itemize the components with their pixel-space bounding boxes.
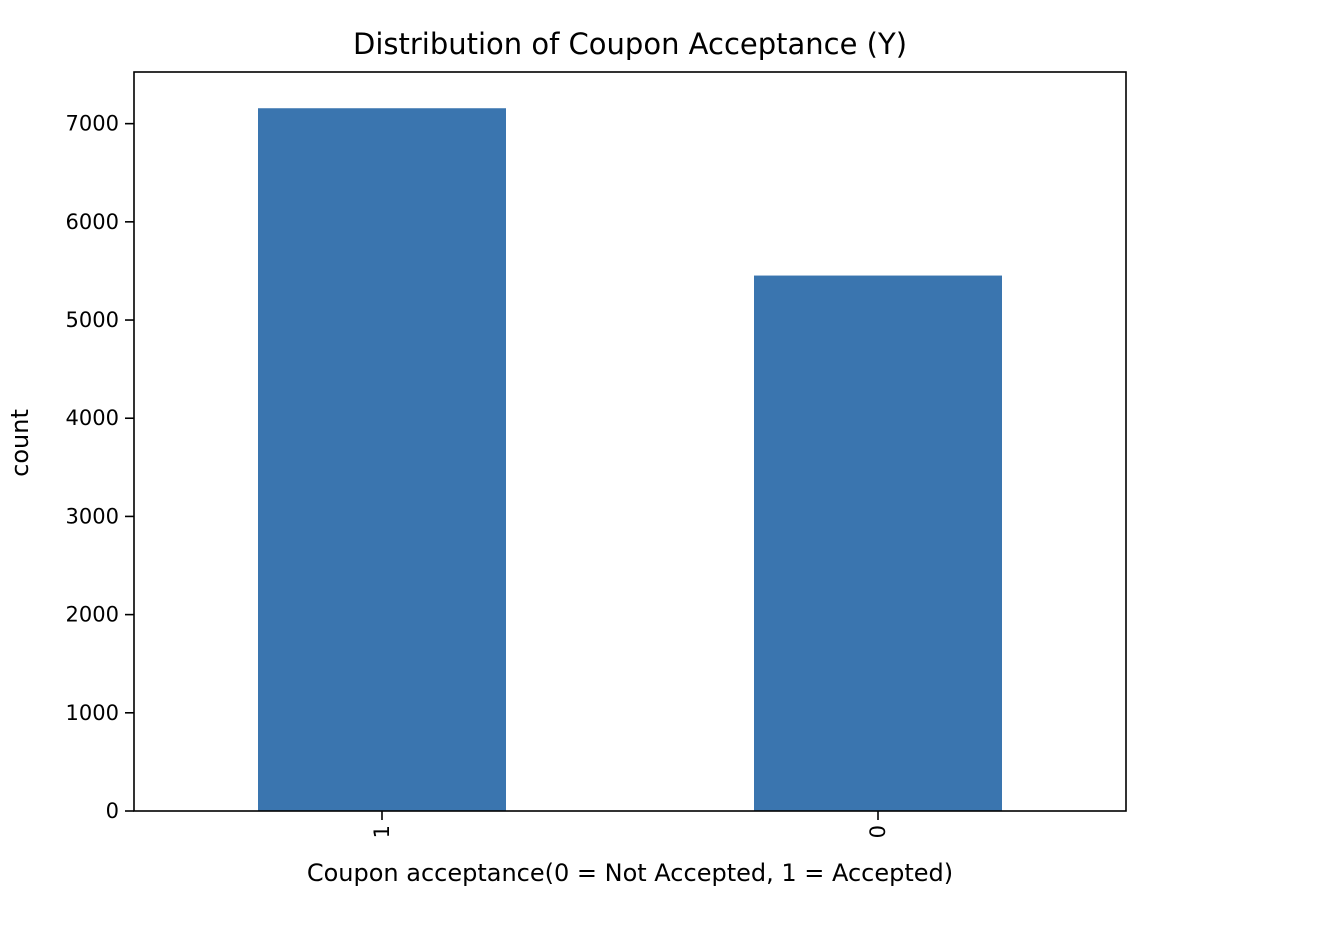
y-axis-ticks: 0 1000 2000 3000 4000 5000 6000 7000	[66, 112, 134, 823]
x-tick-label-1: 1	[370, 825, 394, 838]
y-tick-label-1000: 1000	[66, 701, 119, 725]
chart-title: Distribution of Coupon Acceptance (Y)	[353, 27, 907, 61]
bar-0	[754, 275, 1002, 811]
y-tick-label-5000: 5000	[66, 308, 119, 332]
y-tick-label-3000: 3000	[66, 504, 119, 528]
y-tick-label-2000: 2000	[66, 603, 119, 627]
y-tick-label-7000: 7000	[66, 112, 119, 136]
y-tick-label-0: 0	[106, 799, 119, 823]
bar-1	[258, 108, 506, 811]
bars-layer	[258, 108, 1002, 811]
x-axis-label: Coupon acceptance(0 = Not Accepted, 1 = …	[307, 859, 953, 887]
y-tick-label-6000: 6000	[66, 210, 119, 234]
x-tick-label-0: 0	[866, 825, 890, 838]
y-tick-label-4000: 4000	[66, 406, 119, 430]
y-axis-label: count	[6, 409, 34, 477]
plot-area-frame	[133, 71, 1127, 812]
